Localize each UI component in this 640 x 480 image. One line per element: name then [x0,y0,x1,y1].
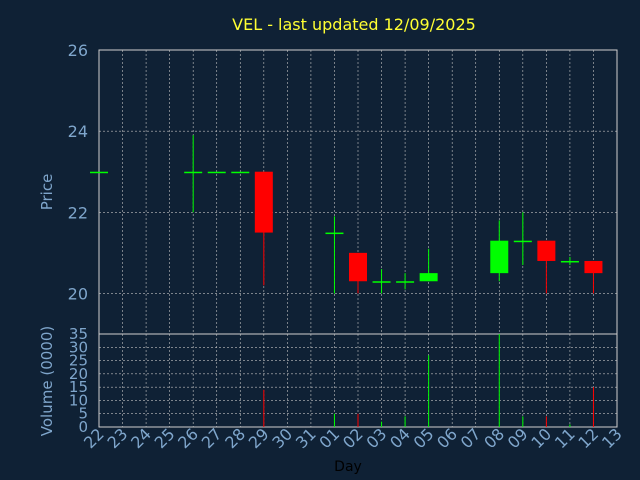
candle-body [560,260,579,263]
candle-body [396,281,415,283]
volume-bars [263,334,594,427]
volume-y-tick-label: 30 [69,338,88,356]
y-axis-label-price: Price [38,174,56,211]
volume-grid [99,334,617,427]
candle-body [537,240,556,261]
volume-y-tick-label: 10 [69,391,88,409]
candle-body [207,171,226,174]
x-axis-label: Day [334,459,362,475]
candle-body [419,273,438,282]
y-axis-label-volume: Volume (0000) [38,326,56,436]
chart-title: VEL - last updated 12/09/2025 [232,15,476,34]
candle-body [490,240,509,274]
x-tick-label: 13 [598,424,626,452]
candle-body [349,252,367,282]
volume-y-tick-label: 5 [78,405,88,423]
price-y-tick-label: 24 [68,122,88,141]
candle-body [231,171,250,174]
candle-body [584,260,603,274]
candle-body [90,171,108,174]
price-y-tick-label: 22 [68,203,88,222]
price-y-tick-label: 20 [68,284,88,303]
candle-body [513,240,532,243]
candles [90,135,603,294]
volume-y-tick-label: 0 [78,418,88,436]
price-y-tick-label: 26 [68,41,88,60]
volume-y-tick-label: 25 [69,352,88,370]
volume-y-tick-label: 35 [69,325,88,343]
candle-body [254,171,273,233]
x-tick-labels: 2223242526272829303101020304050607080910… [80,424,626,452]
volume-y-tick-label: 20 [69,365,88,383]
candle-body [184,171,203,174]
price-y-ticks: 20 22 24 26 [68,41,88,303]
candle-body [325,232,344,235]
volume-y-tick-label: 15 [69,378,88,396]
candle-body [372,281,391,283]
